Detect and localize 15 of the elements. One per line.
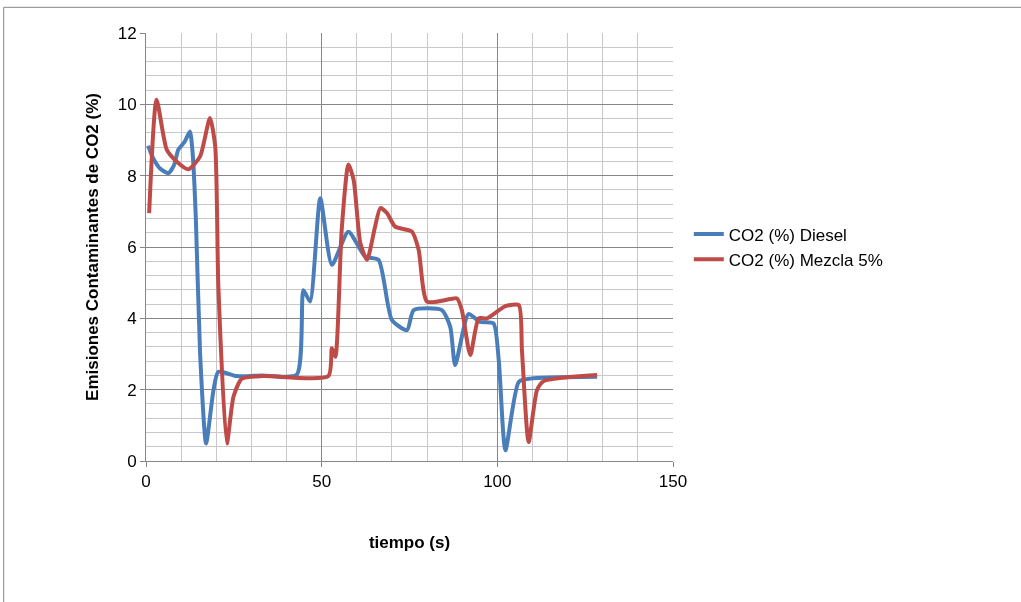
y-axis-title: Emisiones Contaminantes de CO2 (%): [83, 93, 103, 401]
y-tick-label: 2: [127, 380, 137, 400]
x-tick-label: 100: [483, 472, 512, 492]
legend-label: CO2 (%) Diesel: [728, 225, 847, 245]
y-tick-label: 8: [127, 166, 137, 186]
x-tick-label: 50: [312, 472, 332, 492]
y-tick-label: 6: [127, 237, 137, 257]
y-tick-label: 12: [117, 23, 137, 43]
legend-label: CO2 (%) Mezcla 5%: [728, 250, 883, 270]
x-tick-label: 0: [141, 472, 151, 492]
y-tick-label: 4: [127, 309, 137, 329]
y-tick-label: 10: [117, 95, 137, 115]
y-tick-label: 0: [127, 451, 137, 471]
x-tick-label: 150: [658, 472, 688, 492]
x-axis-title: tiempo (s): [368, 532, 451, 552]
